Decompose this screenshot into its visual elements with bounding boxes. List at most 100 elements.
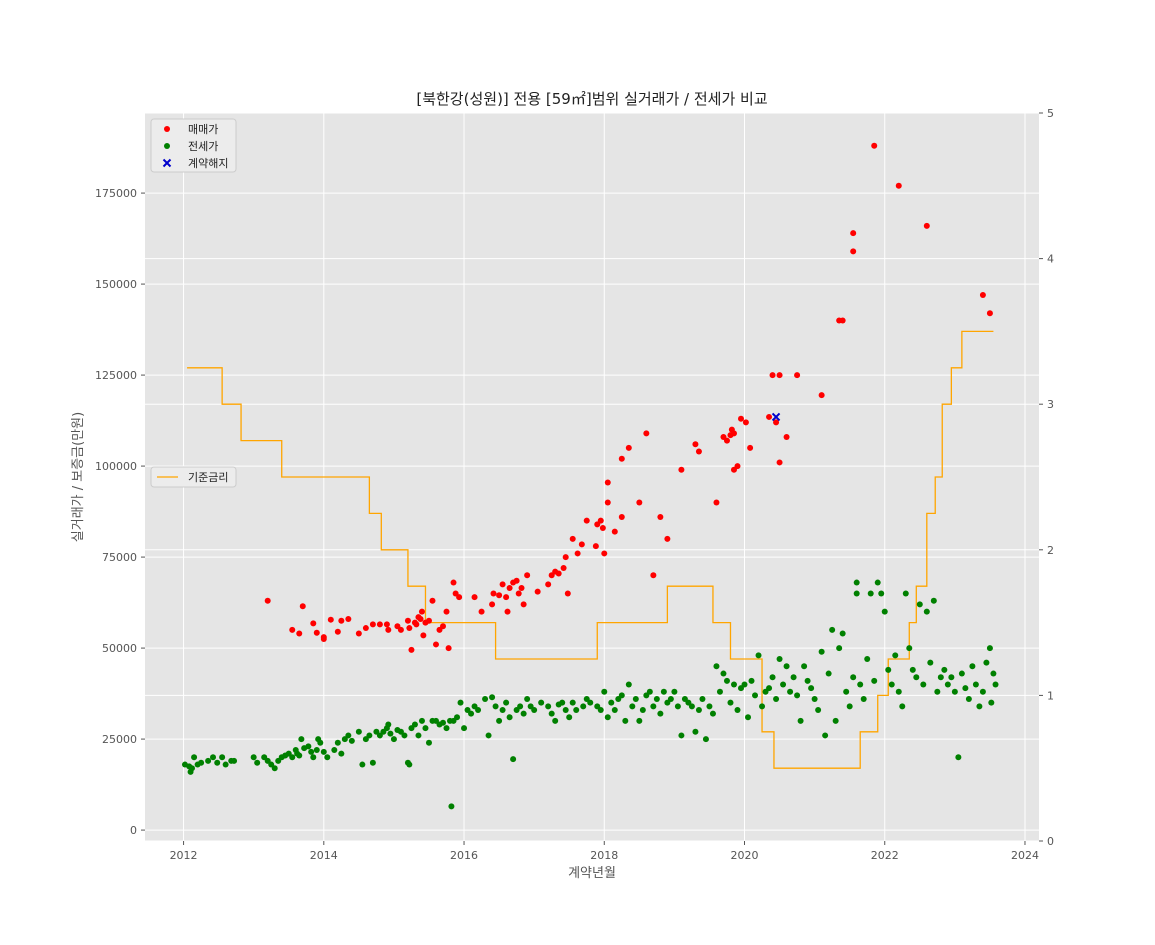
jeonse-price-point — [825, 670, 832, 677]
sale-price-point — [515, 590, 522, 597]
jeonse-price-point — [418, 717, 425, 724]
jeonse-price-point — [188, 765, 195, 772]
y-axis-label: 실거래가 / 보증금(만원) — [71, 412, 86, 542]
sale-price-point — [445, 645, 452, 652]
jeonse-price-point — [986, 645, 993, 652]
jeonse-price-point — [650, 703, 657, 710]
jeonse-price-point — [406, 761, 413, 768]
legend-marker — [162, 158, 172, 168]
sale-price-point — [524, 572, 531, 579]
jeonse-price-point — [923, 608, 930, 615]
jeonse-price-point — [296, 752, 303, 759]
jeonse-price-point — [874, 579, 881, 586]
y-tick-label: 125000 — [95, 369, 137, 382]
sale-price-point — [625, 444, 632, 451]
sale-price-point — [592, 543, 599, 550]
jeonse-price-point — [829, 626, 836, 633]
jeonse-price-point — [745, 714, 752, 721]
sale-price-point — [490, 590, 497, 597]
jeonse-price-point — [752, 692, 759, 699]
y2-tick-label: 1 — [1047, 689, 1054, 702]
axis-ticks: 2012 2014 2016 2018 2020 2022 2024025000500007… — [95, 107, 1054, 862]
sale-price-point — [611, 528, 618, 535]
jeonse-price-point — [320, 748, 327, 755]
jeonse-price-point — [548, 710, 555, 717]
jeonse-price-point — [545, 703, 552, 710]
sale-price-point — [440, 623, 446, 630]
jeonse-price-point — [587, 699, 594, 706]
jeonse-price-point — [440, 719, 446, 726]
rate-step-line — [187, 330, 994, 769]
jeonse-price-point — [864, 656, 871, 662]
jeonse-price-point — [191, 754, 198, 761]
jeonse-price-point — [955, 754, 962, 761]
jeonse-price-point — [688, 703, 695, 710]
jeonse-price-point — [790, 674, 797, 681]
jeonse-price-point — [625, 681, 632, 688]
jeonse-price-point — [916, 601, 923, 608]
x-tick-label: 2020 — [731, 849, 759, 862]
jeonse-price-point — [205, 757, 212, 764]
jeonse-price-point — [597, 706, 604, 713]
sale-price-point — [783, 433, 790, 440]
jeonse-price-point — [618, 692, 625, 699]
jeonse-price-point — [801, 663, 808, 670]
sale-price-point — [734, 463, 741, 470]
jeonse-price-point — [972, 681, 979, 688]
sale-price-point — [429, 597, 436, 604]
jeonse-price-point — [639, 706, 646, 713]
jeonse-price-point — [214, 759, 221, 766]
jeonse-price-point — [822, 732, 829, 739]
jeonse-price-point — [930, 597, 937, 604]
sale-price-point — [406, 625, 413, 632]
x-tick-label: 2016 — [450, 849, 478, 862]
jeonse-price-point — [482, 696, 489, 703]
jeonse-price-point — [818, 648, 825, 655]
sale-price-point — [296, 630, 303, 637]
jeonse-price-point — [709, 710, 716, 717]
sale-price-point — [657, 514, 664, 521]
sale-price-point — [569, 535, 576, 542]
jeonse-price-point — [944, 681, 951, 688]
jeonse-price-point — [906, 645, 913, 652]
legend-label: 계약해지 — [188, 156, 228, 170]
legend-rate: 기준금리 — [150, 466, 237, 488]
sale-price-point — [264, 597, 271, 604]
y-tick-label: 0 — [130, 824, 137, 837]
jeonse-price-point — [941, 666, 948, 673]
jeonse-price-point — [222, 761, 229, 768]
jeonse-price-point — [755, 652, 762, 659]
y2-tick-label: 4 — [1047, 253, 1054, 266]
jeonse-price-point — [338, 750, 345, 757]
jeonse-price-point — [843, 688, 850, 695]
jeonse-price-point — [345, 732, 352, 739]
jeonse-price-point — [951, 688, 958, 695]
sale-price-point — [562, 554, 569, 561]
jeonse-price-point — [271, 765, 278, 772]
sale-price-point — [769, 372, 776, 379]
y2-tick-label: 5 — [1047, 107, 1054, 120]
jeonse-price-point — [913, 674, 920, 681]
jeonse-price-point — [355, 728, 362, 735]
legend-label: 매매가 — [188, 123, 218, 136]
jeonse-price-point — [702, 736, 709, 743]
jeonse-price-point — [885, 666, 892, 673]
jeonse-price-point — [604, 714, 611, 721]
sale-price-point — [383, 621, 390, 628]
jeonse-price-point — [510, 756, 517, 763]
sale-price-point — [723, 437, 730, 444]
jeonse-price-point — [457, 699, 464, 706]
grid-lines — [145, 112, 1039, 842]
jeonse-price-point — [783, 663, 790, 670]
x-stroke — [771, 412, 781, 422]
sale-price-point — [664, 535, 671, 542]
sale-price-point — [489, 601, 496, 608]
sale-price-point — [730, 430, 737, 437]
jeonse-price-point — [769, 674, 776, 681]
sale-price-point — [503, 594, 510, 601]
sale-price-point — [738, 415, 744, 422]
jeonse-price-point — [808, 685, 815, 692]
y2-tick-label: 3 — [1047, 398, 1054, 411]
jeonse-price-point — [573, 706, 580, 713]
